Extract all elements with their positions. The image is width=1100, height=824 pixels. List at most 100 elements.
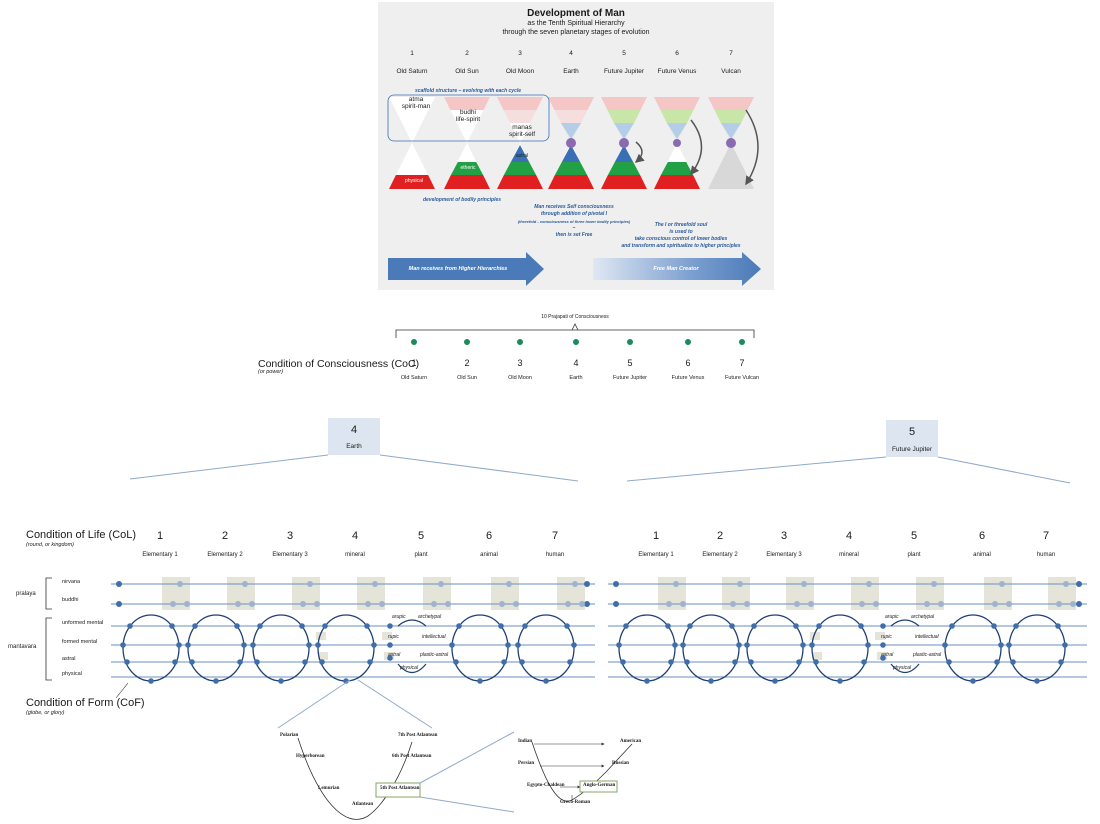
panel-subtitle-1: as the Tenth Spiritual Hierarchy [527,20,625,27]
panel-subtitle-2: through the seven planetary stages of ev… [502,29,650,36]
cof-subtitle: (globe, or glory) [26,710,65,716]
prajapati-label: 10 Prajapati of Consciousness [541,314,609,320]
col-number-left-7: 7 [551,530,559,542]
budhi-label: budhi life-spirit [455,109,481,123]
stage-number-7: 7 [729,50,733,57]
cycle-arrow-7 [745,109,759,186]
coc-dot-5 [627,339,633,345]
col-name-right-3: Elementary 3 [766,552,802,558]
stage-number-3: 3 [518,50,522,57]
stage-name-2: Old Sun [455,68,479,75]
col-title: Condition of Life (CoL) [26,529,137,541]
culture-indian: Indian [518,739,533,744]
col-name-right-6: animal [973,552,991,558]
stage-number-6: 6 [675,50,679,57]
epoch-polarian: Polarian [280,733,299,738]
right-form-label-plastic_astral: plastic-astral [913,652,942,658]
col-number-right-1: 1 [652,530,660,542]
box-jupiter-number: 5 [908,426,916,438]
col-number-left-6: 6 [485,530,493,542]
coc-number-2: 2 [464,358,470,368]
scaffold-box [387,94,550,142]
coc-dot-7 [739,339,745,345]
stage-number-4: 4 [569,50,573,57]
stage-number-5: 5 [622,50,626,57]
coc-bracket [395,329,755,338]
stage-number-1: 1 [410,50,414,57]
physical-body-label: physical [404,178,424,184]
epoch-5th-post-atlantean: 5th Post Atlantean [380,786,420,791]
cof-title: Condition of Form (CoF) [26,697,145,709]
col-name-right-4: mineral [839,552,859,558]
stage-hourglass-7 [708,97,754,189]
stage-name-5: Future Jupiter [603,68,645,75]
coc-number-6: 6 [685,358,691,368]
stage-hourglass-6 [654,97,700,189]
col-name-left-5: plant [414,552,428,558]
box-earth-name: Earth [346,443,362,450]
development-of-man-panel: Development of Man as the Tenth Spiritua… [378,2,774,290]
coc-dot-2 [464,339,470,345]
left-form-label-arupic: arupic [392,614,406,620]
anglo-german-box [579,780,618,793]
plane-label-3: formed mental [62,639,98,645]
epoch-atlantean: Atlantean [352,802,374,807]
coc-dot-1 [411,339,417,345]
col-number-right-2: 2 [716,530,724,542]
coc-subtitle: (or power) [258,369,284,375]
col-number-left-3: 3 [286,530,294,542]
box-earth-number: 4 [350,424,358,436]
left-form-label-archetypal: archetypal [418,614,442,620]
coc-name-6: Future Venus [671,375,705,381]
astral-body-label: astral [515,153,529,159]
col-number-left-2: 2 [221,530,229,542]
bodily-note: development of bodily principles [422,197,502,203]
col-name-right-5: plant [907,552,921,558]
right-form-label-physical: physical [893,665,912,671]
coc-name-5: Future Jupiter [613,375,647,381]
coc-number-5: 5 [627,358,633,368]
col-name-right-2: Elementary 2 [702,552,738,558]
stage-name-6: Future Venus [657,68,697,75]
self-consciousness-note: Man receives Self consciousness through … [517,204,631,238]
cycle-arrow-5 [634,141,645,163]
plane-label-4: astral [62,656,76,662]
coc-dot-3 [517,339,523,345]
coc-name-2: Old Sun [457,375,477,381]
left-form-label-physical: physical [400,665,419,671]
epoch-lemurian: Lemurian [318,786,340,791]
culture-greco-roman: Greco-Roman [560,800,591,805]
atma-label: atma spirit-man [401,96,431,110]
coc-name-3: Old Moon [508,375,532,381]
coc-dot-4 [573,339,579,345]
col-number-left-5: 5 [417,530,425,542]
culture-anglo-german: Anglo-German [583,783,616,788]
plane-label-5: physical [62,671,82,677]
threefold-soul-note: The I or threefold soul is used to take … [621,222,741,249]
stage-hourglass-2 [444,97,490,189]
box-jupiter-name: Future Jupiter [891,446,933,453]
arrow-right-label: Free Man Creator [653,266,699,272]
col-name-left-4: mineral [345,552,365,558]
pralaya-label: pralaya [16,591,36,597]
coc-name-7: Future Vulcan [724,375,760,381]
box-jupiter [886,420,938,457]
col-number-right-5: 5 [910,530,918,542]
coc-number-4: 4 [573,358,579,368]
col-number-right-3: 3 [780,530,788,542]
epoch-5-box [375,782,421,798]
col-name-left-3: Elementary 3 [272,552,308,558]
panel-title: Development of Man [527,8,625,19]
culture-american: American [620,739,642,744]
culture-russian: Russian [612,761,629,766]
left-form-label-intellectual: intellectual [422,634,446,640]
arrow-right-shape [593,252,761,286]
epoch-6th-post-atlantean: 6th Post Atlantean [392,754,432,759]
right-form-label-arupic: arupic [885,614,899,620]
culture-egypto-chaldean: Egypto-Chaldean [527,783,565,788]
scaffold-note: scaffold structure – evolving with each … [414,88,522,94]
col-number-right-6: 6 [978,530,986,542]
right-form-label-rupic: rupic [881,634,892,640]
col-subtitle: (round, or kingdom) [26,542,74,548]
